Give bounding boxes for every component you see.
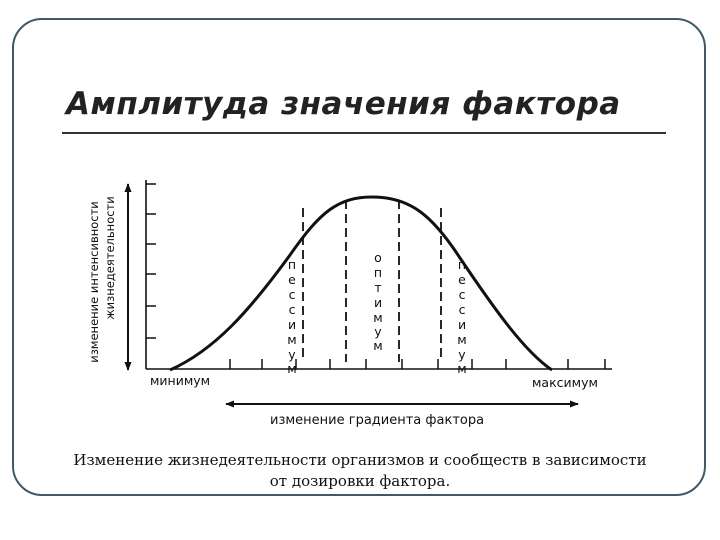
maximum-label: максимум — [532, 375, 598, 390]
zone-letter: и — [374, 295, 382, 310]
y-axis-label-line2: жизнедеятельности — [103, 196, 117, 319]
zone-letter: м — [457, 332, 466, 347]
title-underline — [62, 132, 666, 134]
zone-letter: п — [458, 257, 466, 272]
slide-title: Амплитуда значения фактора — [66, 86, 621, 122]
zone-letter: о — [374, 250, 382, 265]
zone-pessimum-left: п е с с и м у м — [287, 257, 296, 376]
zone-letter: с — [459, 302, 466, 317]
zone-letter: м — [373, 310, 382, 325]
zone-pessimum-right: п е с с и м у м — [457, 257, 466, 376]
zone-letter: с — [459, 287, 466, 302]
slide-frame — [12, 18, 706, 496]
zone-letter: у — [374, 324, 382, 339]
zone-letter: с — [289, 287, 296, 302]
zone-letter: п — [374, 265, 382, 280]
zone-letter: с — [289, 302, 296, 317]
zone-letter: и — [288, 317, 296, 332]
zone-letter: у — [288, 347, 296, 362]
zone-optimum: о п т и м у м — [373, 250, 382, 353]
zone-letter: у — [458, 347, 466, 362]
figure-caption: Изменение жизнедеятельности организмов и… — [73, 451, 647, 490]
tolerance-curve — [169, 195, 553, 372]
x-axis-label: изменение градиента фактора — [270, 413, 484, 428]
zone-letter: е — [288, 272, 296, 287]
y-axis-label-line1: изменение интенсивности — [87, 201, 101, 363]
zone-letter: м — [287, 361, 296, 376]
y-ticks — [146, 183, 156, 339]
x-ticks — [229, 359, 606, 369]
zone-letter: м — [457, 361, 466, 376]
minimum-label: минимум — [150, 373, 210, 388]
zone-letter: е — [458, 272, 466, 287]
zone-letter: т — [374, 280, 381, 295]
zone-letter: п — [288, 257, 296, 272]
zone-letter: и — [458, 317, 466, 332]
zone-letter: м — [373, 338, 382, 353]
zone-letter: м — [287, 332, 296, 347]
